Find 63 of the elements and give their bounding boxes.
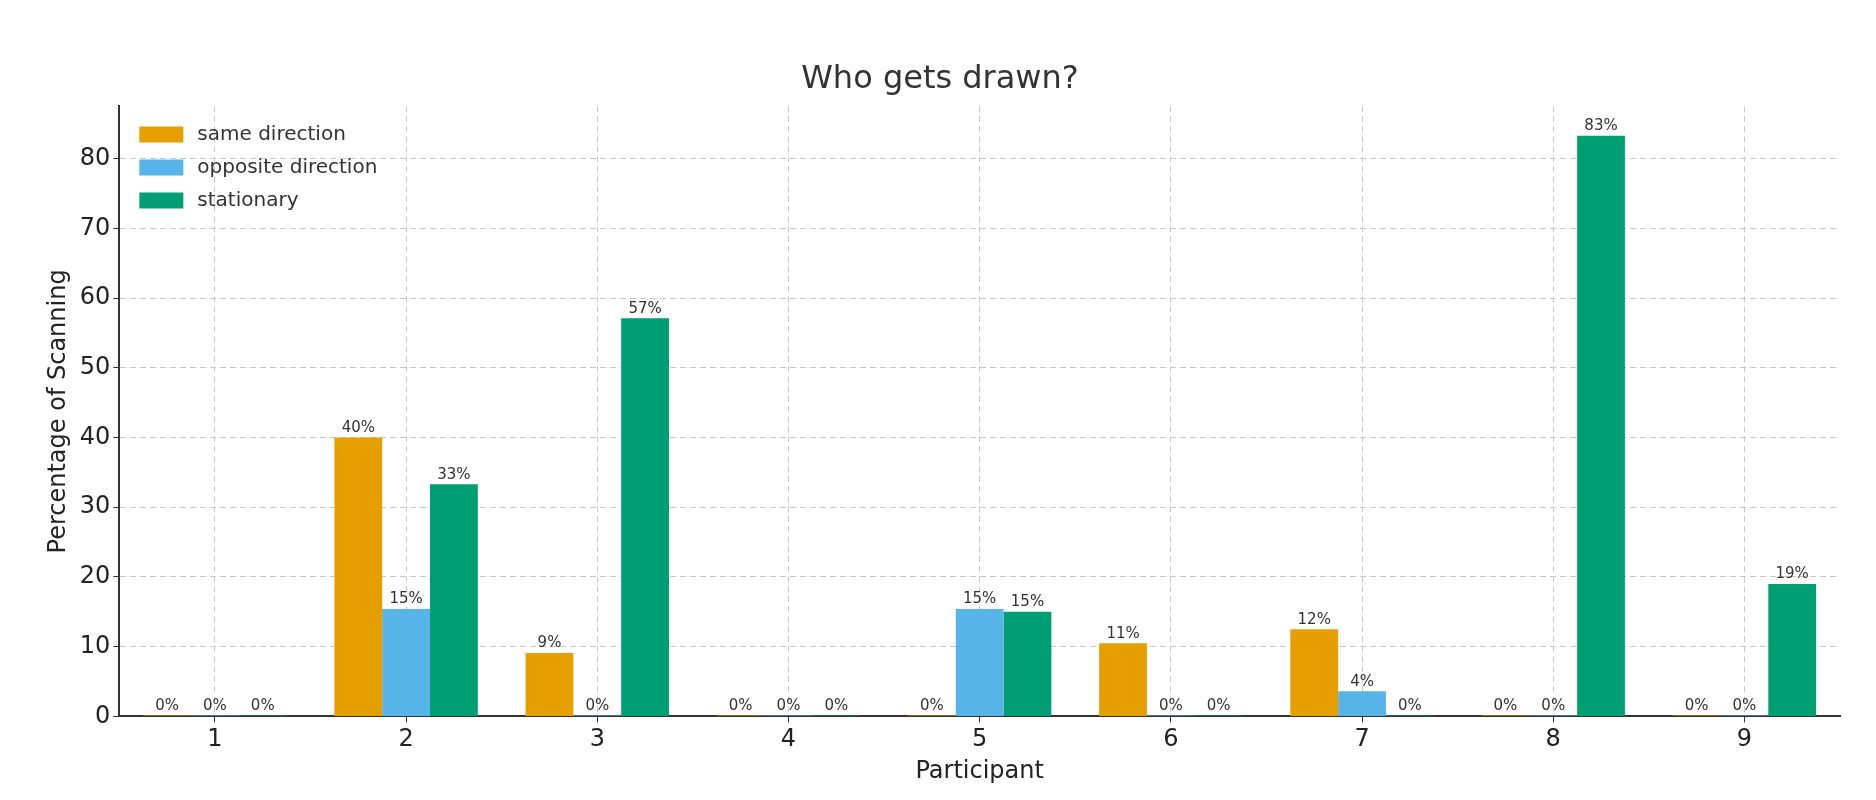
x-axis-title: Participant [915, 755, 1044, 784]
data-label: 33% [437, 464, 471, 483]
y-tick-label: 20 [79, 561, 111, 590]
data-label: 0% [1397, 695, 1422, 714]
data-label: 19% [1775, 564, 1809, 583]
bar [621, 318, 669, 716]
data-label: 15% [1010, 592, 1045, 611]
bar [525, 652, 574, 716]
x-tick-label: 3 [589, 724, 605, 753]
y-axis-title: Percentage of Scanning [42, 269, 71, 554]
data-label: 0% [919, 695, 944, 714]
data-label: 4% [1350, 671, 1374, 690]
bar [334, 437, 383, 716]
data-label: 0% [728, 695, 753, 714]
data-label: 0% [1684, 695, 1709, 714]
x-tick-label: 8 [1545, 724, 1561, 753]
data-label: 15% [389, 589, 423, 608]
y-tick-label: 60 [79, 282, 111, 311]
x-tick-label: 4 [780, 724, 797, 753]
legend-label: opposite direction [197, 153, 378, 178]
data-label: 15% [963, 589, 997, 608]
x-tick-label: 9 [1736, 724, 1753, 753]
data-label: 0% [250, 695, 275, 714]
bar [382, 609, 431, 716]
bar [1003, 611, 1052, 716]
data-label: 0% [203, 695, 227, 714]
data-label: 0% [1158, 695, 1183, 714]
bar [430, 484, 478, 716]
bar [955, 609, 1004, 716]
x-tick-label: 1 [207, 724, 223, 753]
y-tick-label: 80 [79, 142, 111, 171]
data-label: 0% [1732, 695, 1757, 714]
data-label: 9% [537, 633, 562, 652]
x-tick-label: 7 [1354, 724, 1370, 753]
data-label: 12% [1297, 609, 1331, 628]
data-label: 0% [1541, 695, 1566, 714]
bar [1577, 135, 1625, 716]
data-label: 40% [341, 417, 375, 436]
data-label: 0% [155, 695, 180, 714]
legend-label: stationary [197, 186, 299, 211]
bar [1099, 643, 1147, 716]
bar [1768, 583, 1817, 716]
y-tick-label: 40 [79, 421, 111, 450]
data-label: 83% [1584, 116, 1618, 135]
data-label: 0% [776, 695, 801, 714]
legend-label: same direction [197, 120, 346, 145]
data-label: 11% [1106, 623, 1140, 642]
bar [1338, 691, 1386, 716]
x-tick-label: 5 [972, 724, 988, 753]
y-tick-label: 10 [79, 630, 111, 659]
bar [1290, 629, 1339, 716]
x-tick-label: 6 [1163, 724, 1179, 753]
data-label: 0% [585, 695, 610, 714]
y-tick-label: 50 [79, 352, 111, 381]
y-tick-label: 70 [79, 212, 111, 241]
x-tick-label: 2 [398, 724, 414, 753]
chart-title: Who gets drawn? [801, 57, 1079, 96]
data-label: 0% [1493, 695, 1518, 714]
y-tick-label: 0 [95, 700, 111, 729]
data-label: 0% [824, 695, 849, 714]
data-label: 0% [1206, 695, 1231, 714]
y-tick-label: 30 [79, 491, 111, 520]
data-label: 57% [628, 298, 662, 317]
